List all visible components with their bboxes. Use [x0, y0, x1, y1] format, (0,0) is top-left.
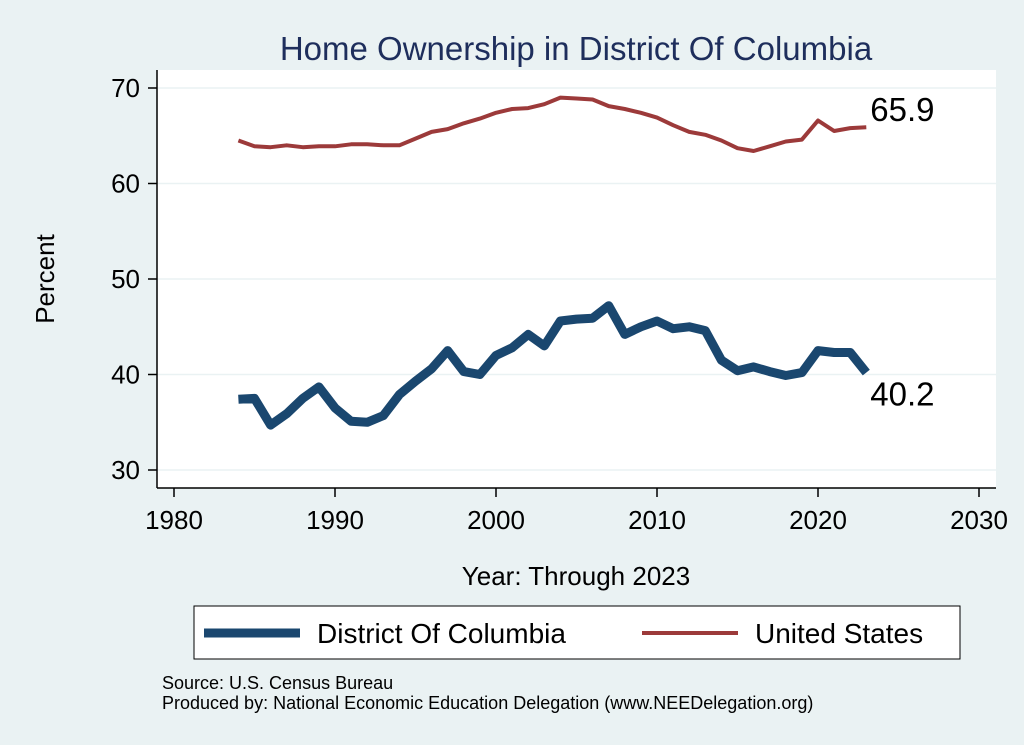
ticks: 30 40 50 60 70 1980 1990 2000 2010 2020 2030 — [111, 73, 1008, 535]
produced-by-note: Produced by: National Economic Education… — [162, 693, 813, 713]
y-tick-label: 40 — [111, 360, 140, 390]
x-axis-title: Year: Through 2023 — [462, 561, 690, 591]
y-tick-label: 50 — [111, 264, 140, 294]
x-tick-label: 2020 — [789, 505, 847, 535]
legend-label-district-of-columbia: District Of Columbia — [317, 618, 566, 649]
x-tick-label: 2000 — [467, 505, 525, 535]
y-tick-label: 60 — [111, 169, 140, 199]
series-line-united-states — [237, 95, 867, 153]
legend-box — [193, 605, 961, 660]
y-tick-label: 70 — [111, 73, 140, 103]
x-tick-label: 2010 — [628, 505, 686, 535]
x-tick-label: 2030 — [950, 505, 1008, 535]
x-tick-label: 1990 — [306, 505, 364, 535]
end-label-united-states: 65.9 — [870, 91, 934, 128]
gridlines — [157, 87, 996, 471]
series-lines — [237, 95, 870, 430]
source-note: Source: U.S. Census Bureau — [162, 673, 393, 693]
series-line-district-of-columbia — [238, 301, 870, 430]
x-tick-label: 1980 — [145, 505, 203, 535]
end-labels: 40.2 65.9 — [870, 91, 934, 412]
y-axis-title: Percent — [30, 233, 60, 323]
chart-title: Home Ownership in District Of Columbia — [280, 30, 873, 67]
legend: District Of Columbia United States — [193, 605, 961, 660]
y-tick-label: 30 — [111, 455, 140, 485]
legend-label-united-states: United States — [755, 618, 923, 649]
end-label-district-of-columbia: 40.2 — [870, 376, 934, 413]
